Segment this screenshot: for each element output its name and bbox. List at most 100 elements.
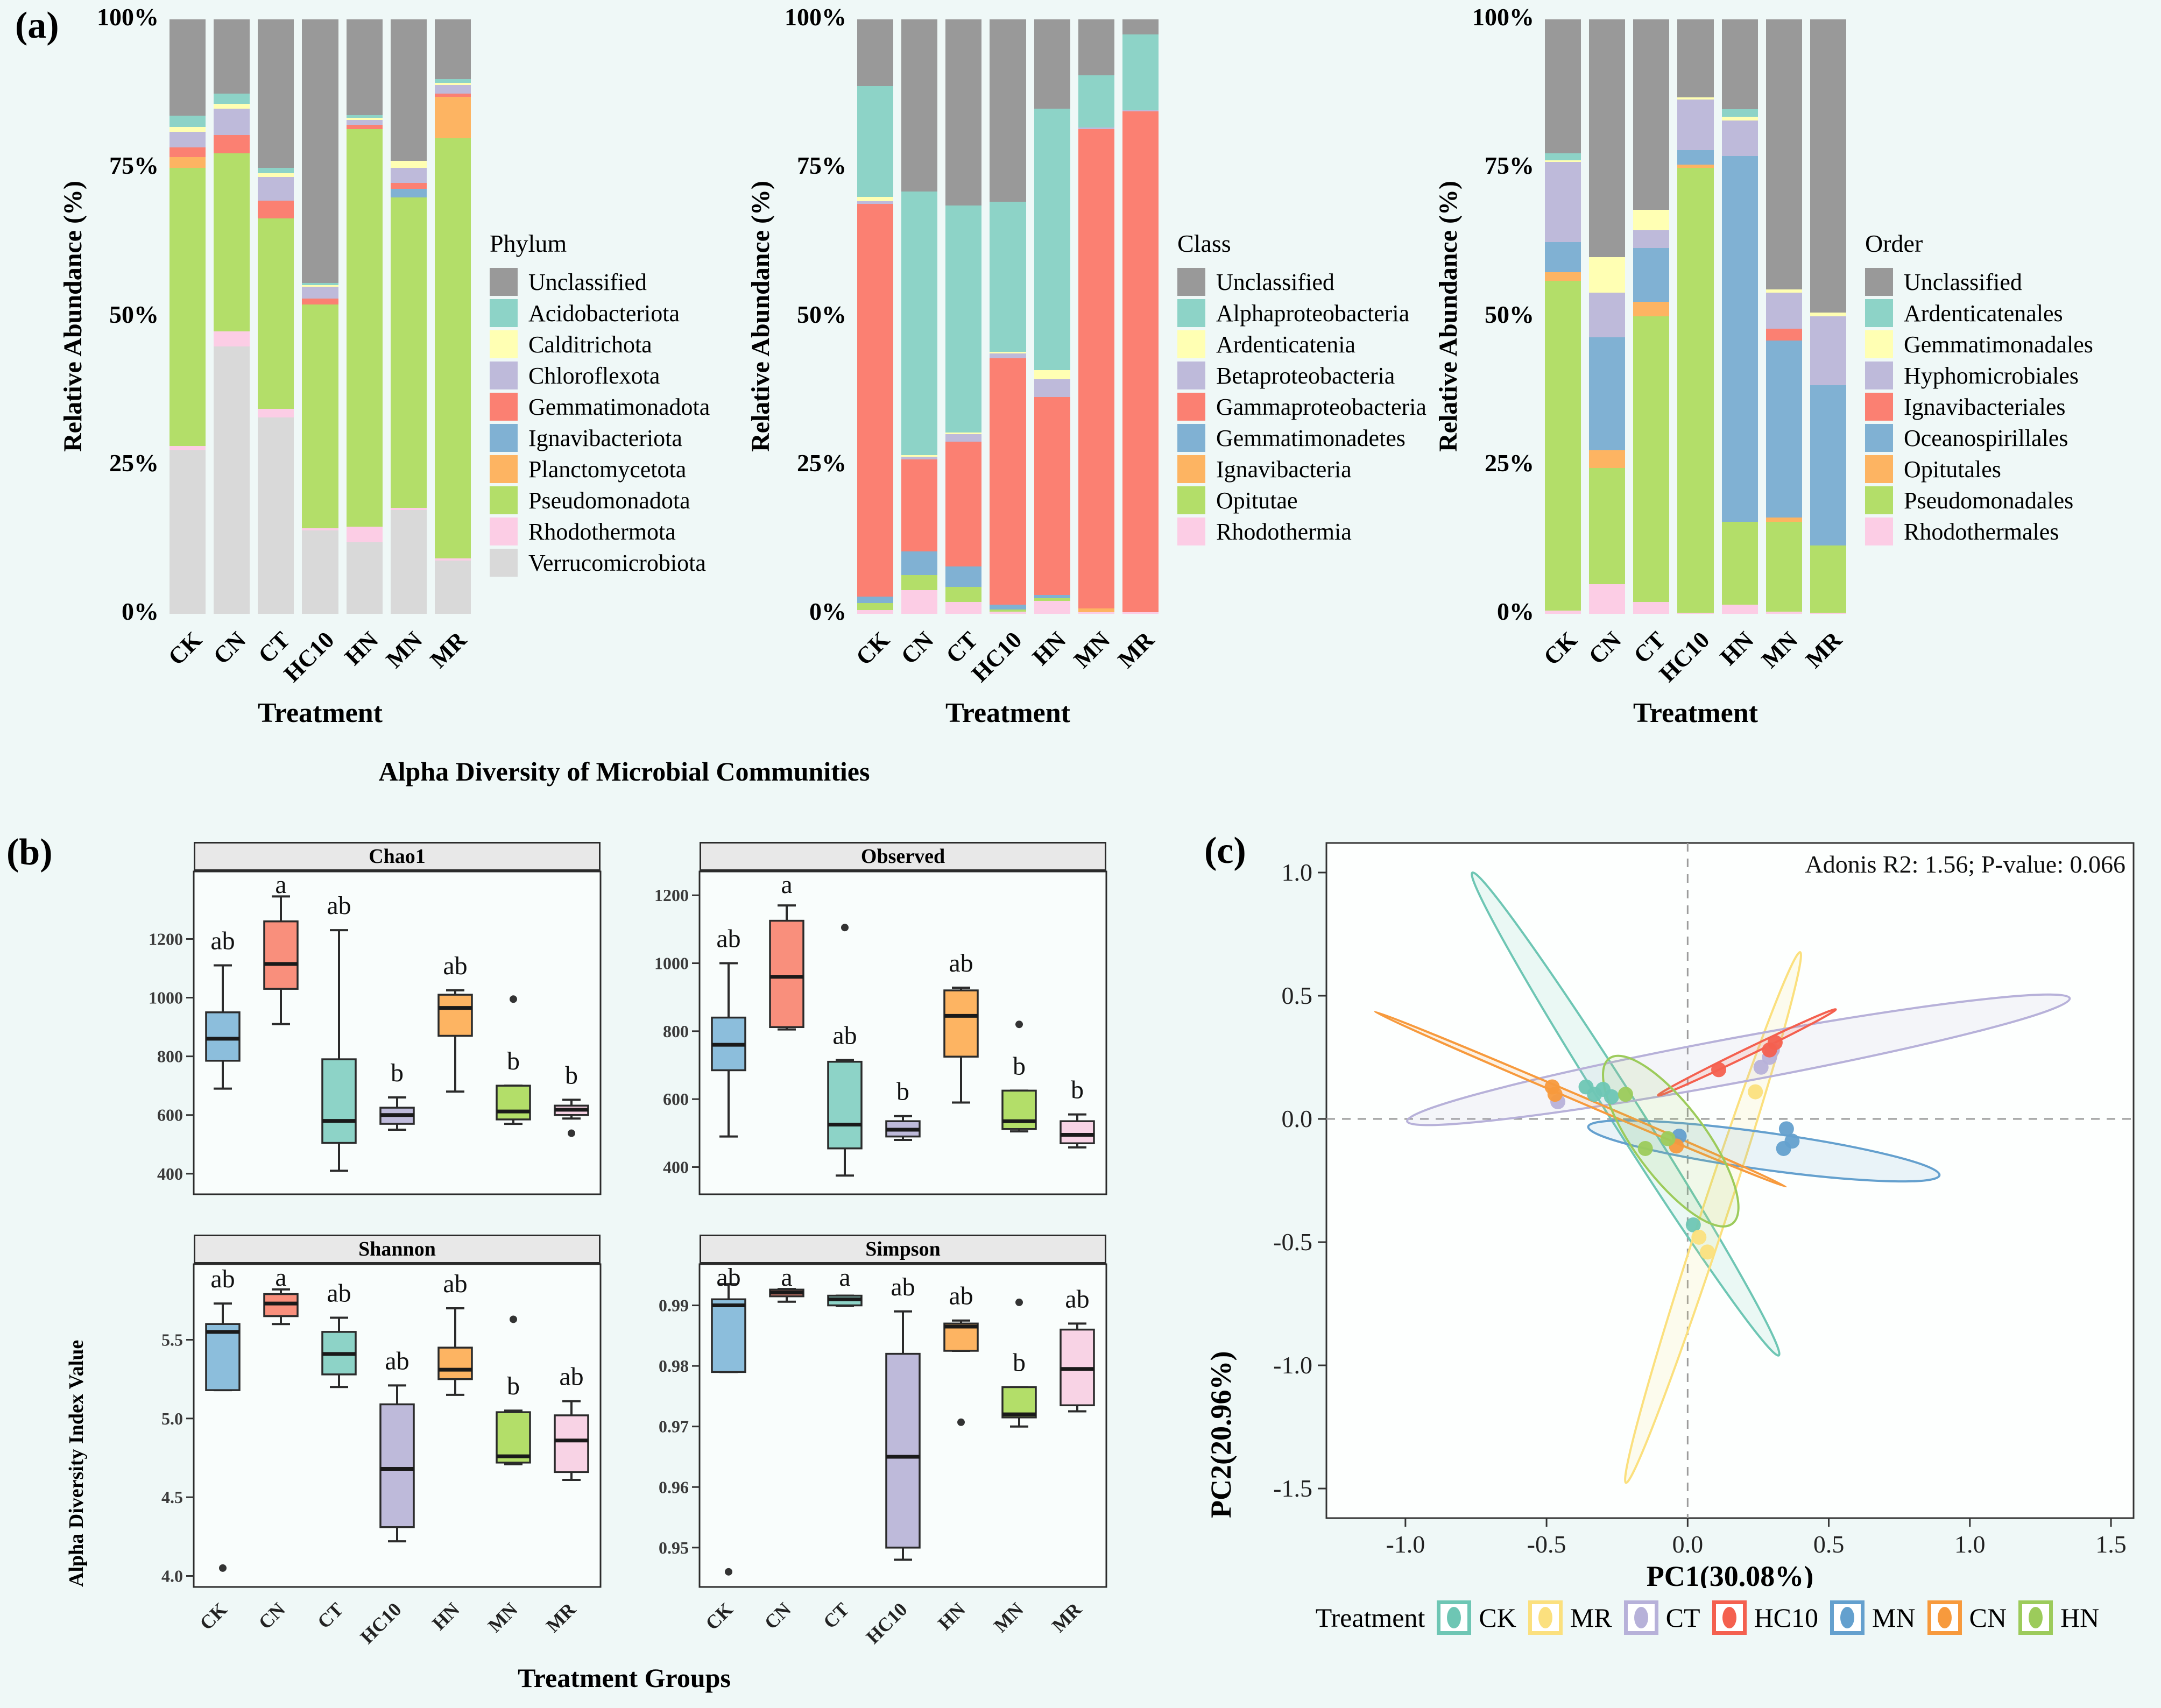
legend-swatch [1177, 455, 1205, 483]
segment-Rhodothermota [390, 508, 427, 510]
outlier-point [841, 924, 849, 932]
legend-dot [1722, 1607, 1736, 1628]
x-tick-label: CT [819, 1598, 853, 1633]
panel-b-title: Alpha Diversity of Microbial Communities [378, 756, 870, 786]
box-MN: b [1001, 1298, 1037, 1428]
significance-letter: ab [210, 1265, 235, 1293]
legend-label: Ignavibacteriales [1904, 393, 2066, 420]
legend-swatch [1865, 299, 1893, 327]
panel-c-y-axis-label: PC2(20.96%) [1205, 1351, 1237, 1518]
sample-point-CT [1753, 1059, 1769, 1075]
legend-item-HN: HN [2018, 1600, 2099, 1635]
x-category-label: MN [1069, 626, 1115, 674]
segment-Unclassified [390, 19, 427, 161]
box-body [1060, 1120, 1095, 1145]
x-category-label: CN [895, 626, 939, 670]
segment-Pseudomonadota [346, 129, 383, 527]
outlier-point [219, 1564, 227, 1572]
legend-item: Calditrichota [490, 329, 710, 360]
legend-swatch [2018, 1600, 2053, 1635]
y-tick-label: 50% [1485, 300, 1534, 328]
segment-Ardenticatenia [901, 455, 938, 457]
box-body [379, 1403, 415, 1528]
legend-item-CT: CT [1623, 1600, 1700, 1635]
bar-CT [945, 19, 982, 614]
sample-point-MN [1778, 1121, 1794, 1137]
y-tick-label: 1.0 [1282, 859, 1313, 886]
legend-swatch [1177, 518, 1205, 545]
bar-CN [214, 19, 250, 614]
legend-item-CK: CK [1437, 1600, 1516, 1635]
legend-label: Acidobacteriota [528, 300, 680, 327]
bar-HN [1721, 19, 1758, 614]
legend-item: Unclassified [1865, 266, 2093, 297]
box-CN: a [769, 870, 804, 1031]
x-tick-label: -1.0 [1386, 1530, 1425, 1558]
segment-Oceanospirillales [1765, 340, 1802, 518]
segment-Gammaproteobacteria [1034, 396, 1070, 595]
segment-Rhodothermales [1677, 612, 1714, 614]
significance-letter: a [275, 1263, 286, 1292]
legend-swatch [1927, 1600, 1962, 1635]
segment-Unclassified [1721, 19, 1758, 109]
segment-Verrucomicrobiota [214, 346, 250, 614]
segment-Opitutales [1677, 164, 1714, 168]
legend-item: Unclassified [490, 266, 710, 297]
segment-Gammaproteobacteria [990, 358, 1026, 605]
legend-item: Opitutae [1177, 485, 1426, 516]
segment-Calditrichota [346, 118, 383, 120]
significance-letter: ab [832, 1022, 857, 1050]
y-tick-label: 600 [663, 1089, 689, 1109]
legend-label: HN [2060, 1603, 2100, 1633]
legend-dot [1447, 1607, 1461, 1628]
legend-label: Verrucomicrobiota [528, 549, 706, 576]
y-tick-label: 5.0 [161, 1409, 183, 1428]
y-tick-label: 100% [785, 3, 846, 31]
box-HC10: b [885, 1078, 921, 1141]
x-tick-label: HC10 [862, 1598, 912, 1648]
sample-point-CN [1544, 1079, 1560, 1095]
y-tick-label: 0.98 [659, 1356, 689, 1376]
segment-Ardenticatenales [1721, 109, 1758, 117]
legend-item-MN: MN [1830, 1600, 1916, 1635]
segment-Gemmatimonadales [1721, 117, 1758, 121]
legend-item: Rhodothermia [1177, 516, 1426, 547]
segment-Gemmatimonadota [390, 182, 427, 189]
significance-letter: ab [443, 1270, 467, 1298]
segment-Ardenticatenia [990, 351, 1026, 353]
segment-Betaproteobacteria [990, 353, 1026, 358]
significance-letter: ab [949, 1282, 973, 1310]
segment-Pseudomonadales [1545, 281, 1581, 611]
segment-Calditrichota [214, 103, 250, 109]
segment-Verrucomicrobiota [434, 560, 471, 614]
segment-Calditrichota [390, 160, 427, 168]
facet-strip-label: Simpson [700, 1235, 1106, 1264]
segment-Acidobacteriota [434, 79, 471, 83]
legend-label: Pseudomonadota [528, 487, 690, 514]
x-tick-label: 0.0 [1672, 1530, 1704, 1558]
legend-swatch [1712, 1600, 1747, 1635]
segment-Gemmatimonadota [258, 201, 294, 219]
legend: Phylum Unclassified Acidobacteriota Calditr… [490, 229, 710, 578]
box-HC10: b [379, 1059, 415, 1131]
facet-plot: 4.0 4.5 5.0 5.5 ab CK a CN ab CT ab HC10 ab HN b MN ab MR [161, 1263, 602, 1648]
legend-item: Gemmatimonadetes [1177, 422, 1426, 453]
legend-label: Rhodothermia [1216, 518, 1352, 545]
segment-Chloroflexota [170, 131, 206, 147]
significance-letter: ab [210, 927, 235, 955]
box-body [437, 994, 473, 1037]
y-tick-label: 25% [1485, 449, 1534, 477]
legend-swatch [490, 299, 518, 327]
segment-Oceanospirillales [1677, 150, 1714, 165]
bar-HC10 [302, 19, 338, 614]
segment-Pseudomonadota [258, 218, 294, 409]
y-tick-label: 0.99 [659, 1296, 689, 1315]
bar-HN [346, 19, 383, 614]
segment-Oceanospirillales [1545, 242, 1581, 272]
legend-dot [2029, 1607, 2043, 1628]
box-HN: ab [437, 1270, 473, 1396]
x-tick-label: CT [313, 1598, 348, 1633]
segment-Gammaproteobacteria [1122, 111, 1159, 612]
x-category: MN [381, 621, 427, 696]
significance-letter: b [1071, 1076, 1084, 1104]
